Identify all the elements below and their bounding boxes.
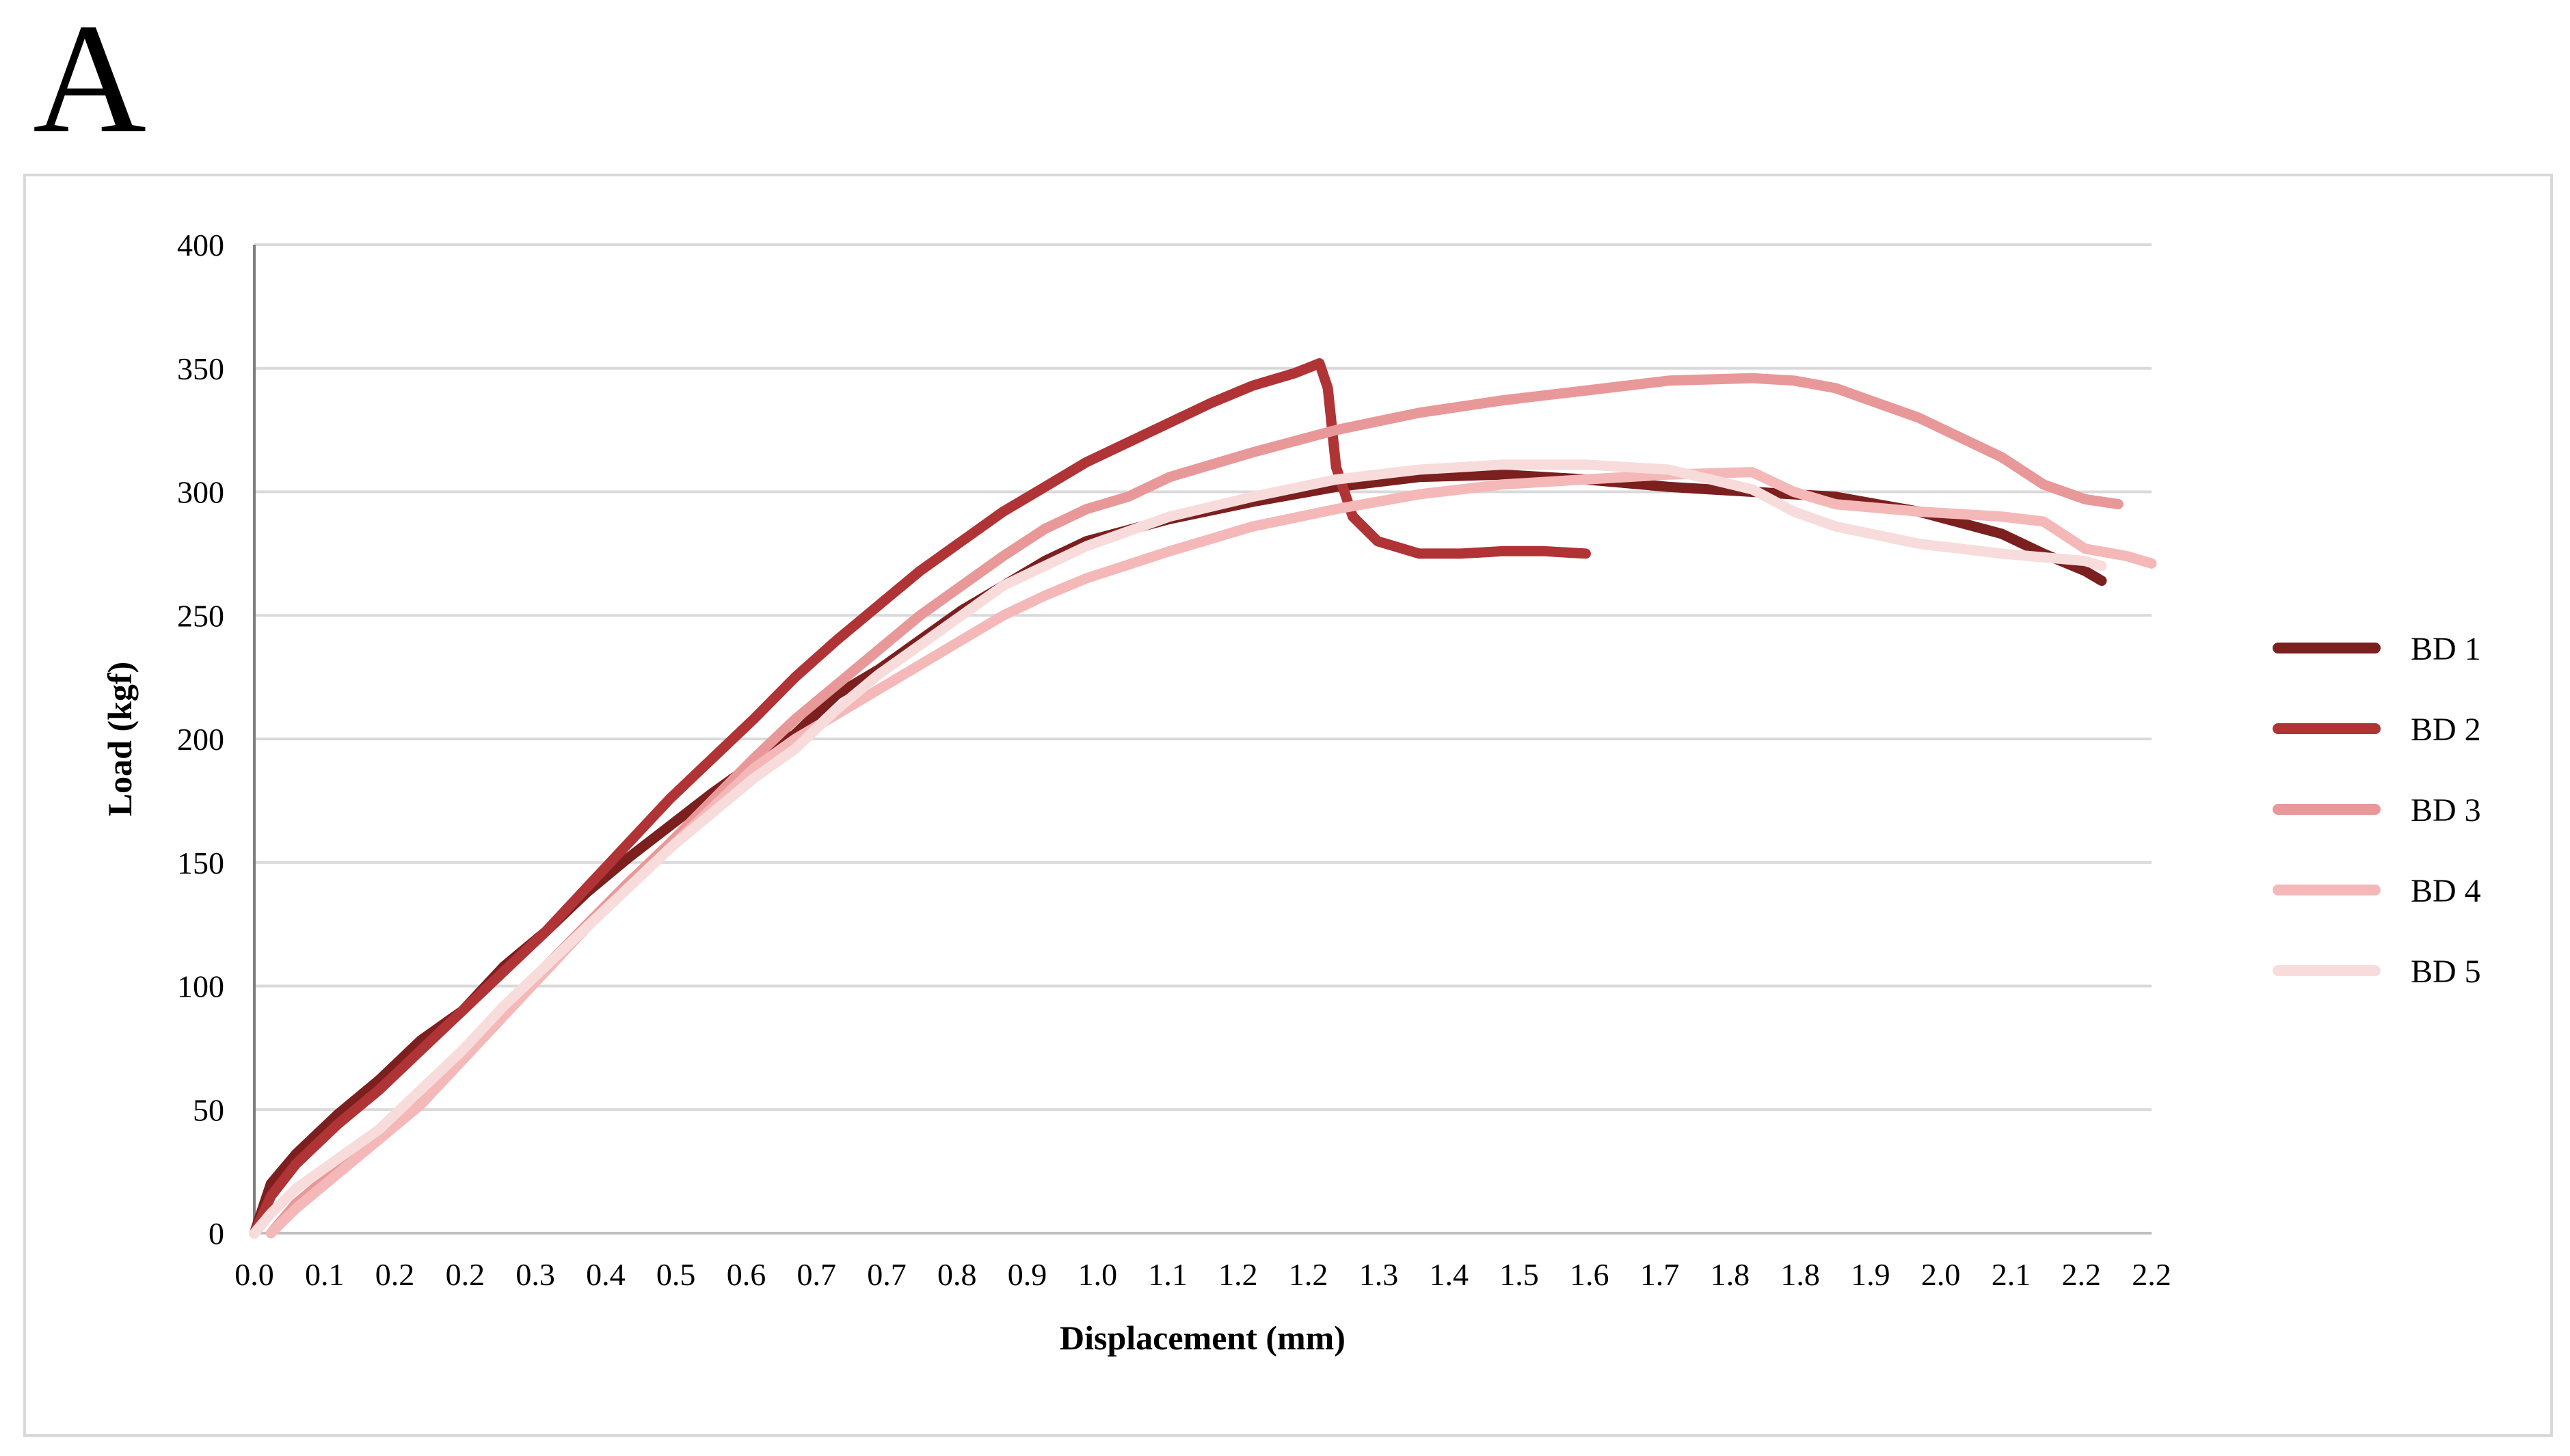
y-tick-label: 350 [177,351,224,386]
x-tick-label: 1.5 [1499,1257,1539,1292]
legend-label-bd-3: BD 3 [2411,792,2481,828]
series-line-bd-5 [249,459,2107,1239]
y-tick-label: 50 [193,1092,224,1127]
x-tick-label: 1.7 [1640,1257,1680,1292]
y-tick-label: 400 [177,228,224,262]
x-tick-label: 1.0 [1078,1257,1118,1292]
y-tick-label: 200 [177,722,224,757]
gridlines [254,243,2152,1111]
x-tick-label: 0.1 [305,1257,345,1292]
x-tick-label: 1.2 [1289,1257,1328,1292]
x-tick-label: 0.7 [797,1257,836,1292]
x-tick-label: 2.2 [2061,1257,2101,1292]
legend-label-bd-1: BD 1 [2411,631,2481,667]
x-tick-label: 1.8 [1780,1257,1820,1292]
x-tick-label: 2.2 [2132,1257,2171,1292]
y-tick-label: 150 [177,846,224,880]
x-tick-label: 0.2 [375,1257,415,1292]
x-tick-label: 0.4 [586,1257,626,1292]
panel-label: A [33,0,147,165]
x-tick-label: 0.8 [937,1257,977,1292]
y-tick-label: 100 [177,969,224,1004]
x-tick-label: 1.6 [1570,1257,1609,1292]
legend: BD 1 BD 2 BD 3 BD 4 BD 5 [2273,631,2481,990]
x-tick-label: 0.6 [727,1257,766,1292]
series-line-bd-4 [265,467,2157,1239]
x-tick-label: 2.1 [1992,1257,2031,1292]
x-tick-label: 1.3 [1359,1257,1399,1292]
series-line-bd-2 [249,358,1591,1239]
line-chart: 0 50 100 150 200 250 300 350 400 0.0 0.1 0.2 0.2 0.3… [101,228,2481,1357]
x-tick-label: 1.9 [1851,1257,1890,1292]
x-tick-label: 1.1 [1148,1257,1188,1292]
x-tick-label: 0.5 [656,1257,696,1292]
x-tick-label: 0.3 [516,1257,555,1292]
y-axis-title: Load (kgf) [101,662,139,816]
legend-label-bd-2: BD 2 [2411,712,2481,748]
x-tick-label: 0.2 [446,1257,485,1292]
x-tick-label: 1.4 [1429,1257,1469,1292]
y-tick-label: 250 [177,598,224,633]
chart-frame: 0 50 100 150 200 250 300 350 400 0.0 0.1 0.2 0.2 0.3… [23,174,2553,1437]
y-tick-label: 300 [177,475,224,510]
legend-label-bd-4: BD 4 [2411,873,2481,909]
x-tick-label: 1.8 [1711,1257,1750,1292]
series-lines [249,358,2157,1239]
y-tick-labels: 0 50 100 150 200 250 300 350 400 [177,228,224,1251]
legend-label-bd-5: BD 5 [2411,954,2481,990]
y-tick-label: 0 [209,1216,224,1251]
x-tick-label: 2.0 [1921,1257,1961,1292]
x-axis-title: Displacement (mm) [1060,1319,1346,1357]
x-tick-label: 0.0 [235,1257,274,1292]
x-tick-label: 1.2 [1218,1257,1258,1292]
x-tick-labels: 0.0 0.1 0.2 0.2 0.3 0.4 0.5 0.6 0.7 0.7 0.8 0.9 1.0 1… [235,1257,2171,1292]
series-line-bd-1 [249,469,2107,1239]
x-tick-label: 0.7 [867,1257,907,1292]
x-tick-label: 0.9 [1008,1257,1047,1292]
